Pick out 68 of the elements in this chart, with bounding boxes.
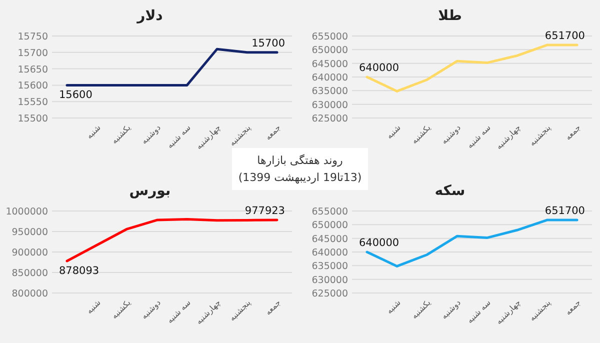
y-tick-label: 15700: [18, 48, 48, 59]
x-tick-label: سه شنبه: [165, 122, 193, 150]
x-tick-label: جمعه: [564, 298, 582, 317]
y-tick-label: 635000: [312, 86, 348, 98]
chart-title: بورس: [129, 183, 171, 199]
x-tick-label: چهارشنبه: [494, 123, 522, 152]
line-series: [66, 218, 278, 262]
y-tick-label: 15500: [18, 114, 48, 124]
x-tick-label: یکشنبه: [410, 123, 432, 146]
data-label: 651700: [544, 30, 585, 42]
y-tick-label: 655000: [312, 206, 348, 218]
x-tick-label: سه شنبه: [465, 122, 493, 150]
y-tick-label: 625000: [312, 114, 348, 124]
x-tick-label: دوشنبه: [440, 298, 463, 321]
y-tick-label: 630000: [312, 100, 348, 111]
x-tick-label: دوشنبه: [140, 298, 163, 321]
y-tick-label: 630000: [312, 274, 348, 286]
data-label: 878093: [59, 264, 100, 277]
x-tick-label: یکشنبه: [110, 123, 132, 146]
y-tick-label: 645000: [312, 234, 348, 245]
y-tick-label: 950000: [12, 227, 48, 238]
x-tick-label: دوشنبه: [140, 122, 163, 146]
y-tick-label: 650000: [312, 45, 348, 56]
x-tick-label: شنبه: [384, 298, 403, 316]
x-tick-label: پنجشنبه: [228, 123, 252, 148]
y-tick-label: 850000: [12, 268, 48, 279]
y-tick-label: 1000000: [6, 206, 48, 218]
x-tick-label: سه شنبه: [165, 298, 193, 326]
x-tick-label: جمعه: [264, 123, 282, 142]
y-tick-label: 640000: [312, 248, 348, 258]
x-tick-label: شنبه: [84, 122, 103, 141]
chart-title: طلا: [438, 8, 462, 24]
x-tick-label: پنجشنبه: [528, 298, 552, 323]
y-tick-label: 15650: [18, 64, 48, 76]
data-label: 640000: [359, 62, 400, 74]
x-tick-label: جمعه: [264, 298, 282, 317]
x-tick-label: چهارشنبه: [494, 298, 522, 326]
y-tick-label: 625000: [312, 288, 348, 300]
x-tick-label: یکشنبه: [110, 298, 132, 321]
x-tick-label: چهارشنبه: [194, 123, 222, 152]
text: روند هفتگی بازارها: [257, 154, 343, 167]
x-tick-label: پنجشنبه: [228, 298, 252, 323]
y-tick-label: 800000: [12, 288, 48, 300]
x-tick-label: شنبه: [384, 122, 403, 141]
y-tick-label: 650000: [312, 220, 348, 232]
chart-title: سکه: [434, 183, 466, 199]
y-tick-label: 15550: [18, 97, 48, 108]
data-label: 15600: [59, 89, 92, 102]
x-tick-label: پنجشنبه: [528, 123, 552, 148]
x-tick-label: چهارشنبه: [194, 298, 222, 326]
data-label: 651700: [544, 205, 585, 218]
y-tick-label: 900000: [12, 248, 48, 258]
y-tick-label: 15600: [18, 80, 48, 92]
data-label: 977923: [244, 205, 285, 218]
data-label: 640000: [359, 237, 400, 249]
y-tick-label: 645000: [312, 58, 348, 70]
y-tick-label: 635000: [312, 261, 348, 272]
x-tick-label: دوشنبه: [440, 122, 463, 146]
data-label: 15700: [252, 37, 285, 50]
x-tick-label: یکشنبه: [410, 298, 432, 321]
x-tick-label: سه شنبه: [465, 298, 493, 326]
x-tick-label: جمعه: [564, 123, 582, 142]
text: (13تا19 اردیبهشت 1399): [238, 171, 362, 184]
chart-title: دلار: [136, 8, 163, 24]
y-tick-label: 655000: [312, 32, 348, 42]
y-tick-label: 15750: [18, 32, 48, 42]
x-tick-label: شنبه: [84, 298, 103, 316]
y-tick-label: 640000: [312, 72, 348, 84]
